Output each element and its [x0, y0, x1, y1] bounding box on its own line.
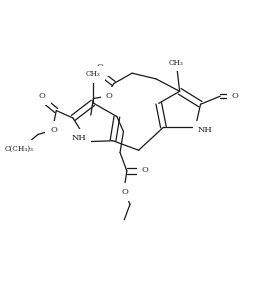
Text: C(CH₃)₃: C(CH₃)₃	[4, 144, 33, 153]
Text: CH₃: CH₃	[86, 70, 101, 78]
Text: O: O	[50, 126, 57, 134]
Text: O: O	[97, 63, 104, 71]
Text: NH: NH	[71, 134, 86, 142]
Text: O: O	[142, 166, 149, 173]
Text: CH₃: CH₃	[169, 59, 184, 66]
Text: O: O	[106, 92, 113, 101]
Text: O: O	[39, 92, 46, 100]
Text: NH: NH	[198, 125, 213, 134]
Text: O: O	[232, 92, 238, 100]
Text: O: O	[122, 188, 129, 196]
